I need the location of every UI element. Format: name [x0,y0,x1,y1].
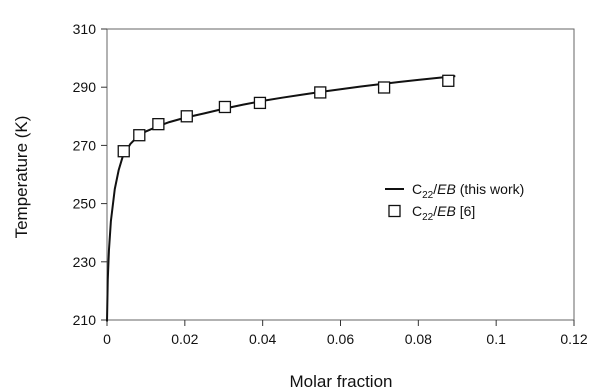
y-tick-label: 230 [73,254,97,270]
x-tick-label: 0.04 [249,331,276,347]
x-tick-label: 0.1 [486,331,506,347]
y-axis-title: Temperature (K) [12,116,31,239]
y-tick-label: 310 [73,21,97,37]
data-point-square [180,110,193,123]
data-point-square [314,86,327,99]
x-axis-title: Molar fraction [290,372,393,391]
x-tick-label: 0.02 [171,331,198,347]
data-point-square [117,145,130,158]
data-point-square [442,74,455,87]
y-tick-label: 290 [73,79,97,95]
data-point-square [133,129,146,142]
y-tick-label: 250 [73,196,97,212]
x-tick-label: 0.08 [405,331,432,347]
x-tick-label: 0.06 [327,331,354,347]
y-tick-label: 210 [73,312,97,328]
y-tick-label: 270 [73,137,97,153]
data-point-square [253,96,267,110]
data-point-square [152,118,165,131]
x-tick-label: 0 [103,331,111,347]
legend-square-marker [388,204,401,218]
plot-frame [106,28,575,321]
data-point-square [218,100,232,114]
legend-label: C22/EB (this work) [412,181,524,201]
legend-label: C22/EB [6] [412,203,475,223]
x-tick-label: 0.12 [560,331,587,347]
series-line [106,75,456,322]
data-point-square [377,81,391,94]
